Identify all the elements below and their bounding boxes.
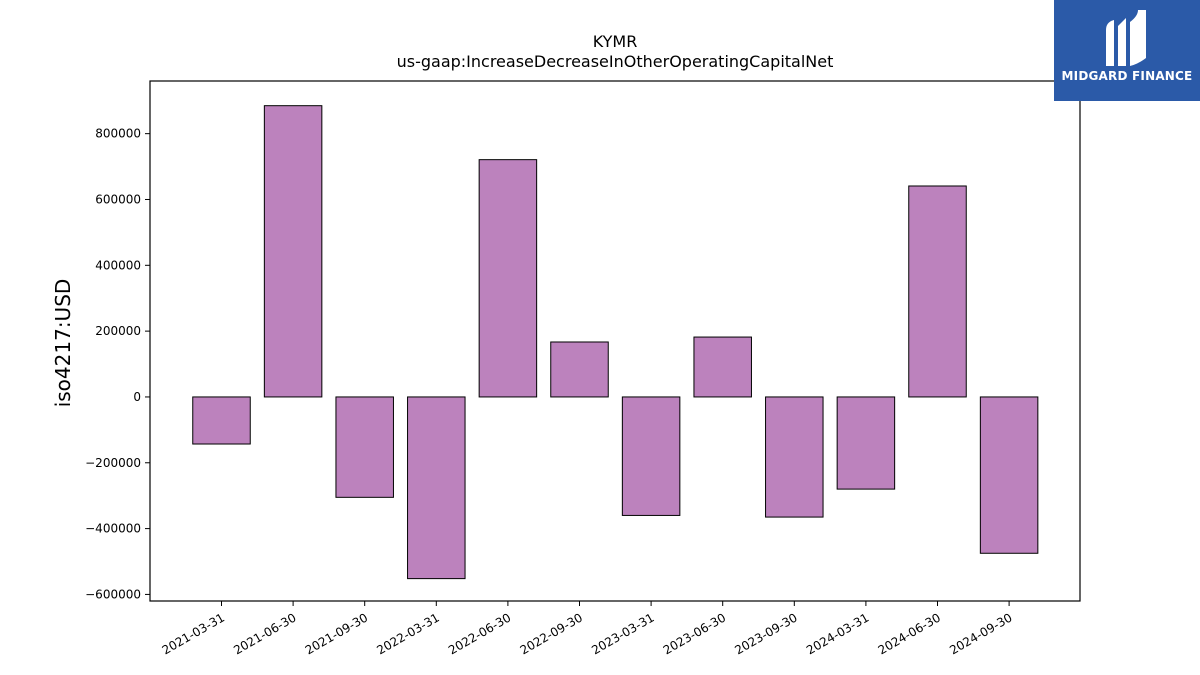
x-tick-label: 2024-09-30 — [947, 610, 1014, 657]
y-tick-label: 0 — [133, 390, 141, 404]
y-tick-label: −400000 — [85, 522, 141, 536]
x-tick-label: 2023-06-30 — [661, 610, 728, 657]
bar-2024-06-30 — [908, 185, 967, 398]
y-tick-label: −200000 — [85, 456, 141, 470]
plot-frame — [149, 80, 1081, 602]
x-tick-label: 2022-09-30 — [518, 610, 585, 657]
x-tick-label: 2021-03-31 — [160, 610, 227, 657]
x-tick-label: 2022-03-31 — [374, 610, 441, 657]
bar-2023-06-30 — [693, 336, 752, 398]
chart-subtitle: us-gaap:IncreaseDecreaseInOtherOperating… — [396, 52, 834, 71]
y-tick-label: 800000 — [95, 127, 141, 141]
bar-2024-03-31 — [836, 396, 896, 490]
y-axis-label: iso4217:USD — [51, 279, 75, 408]
bar-2022-09-30 — [550, 341, 609, 398]
bar-2023-09-30 — [765, 396, 824, 518]
x-tick-label: 2024-06-30 — [876, 610, 943, 657]
logo-text: MIDGARD FINANCE — [1061, 69, 1193, 83]
x-tick-label: 2021-09-30 — [303, 610, 370, 657]
x-tick-label: 2023-03-31 — [589, 610, 656, 657]
bar-2022-06-30 — [478, 159, 538, 398]
logo-mark-icon — [1106, 10, 1146, 66]
x-tick-label: 2024-03-31 — [804, 610, 871, 657]
bar-2024-09-30 — [979, 396, 1039, 554]
x-tick-label: 2023-09-30 — [732, 610, 799, 657]
x-tick-label: 2021-06-30 — [231, 610, 298, 657]
bar-2021-06-30 — [263, 105, 323, 398]
bar-2023-03-31 — [621, 396, 681, 516]
y-tick-label: 200000 — [95, 324, 141, 338]
y-tick-label: 600000 — [95, 192, 141, 206]
bar-2021-03-31 — [192, 396, 251, 445]
x-tick-label: 2022-06-30 — [446, 610, 513, 657]
bar-2021-09-30 — [335, 396, 394, 498]
y-tick-label: −600000 — [85, 587, 141, 601]
chart-title: KYMR — [592, 32, 638, 51]
bar-2022-03-31 — [407, 396, 466, 580]
midgard-finance-logo: MIDGARD FINANCE — [1054, 0, 1200, 101]
y-tick-label: 400000 — [95, 258, 141, 272]
